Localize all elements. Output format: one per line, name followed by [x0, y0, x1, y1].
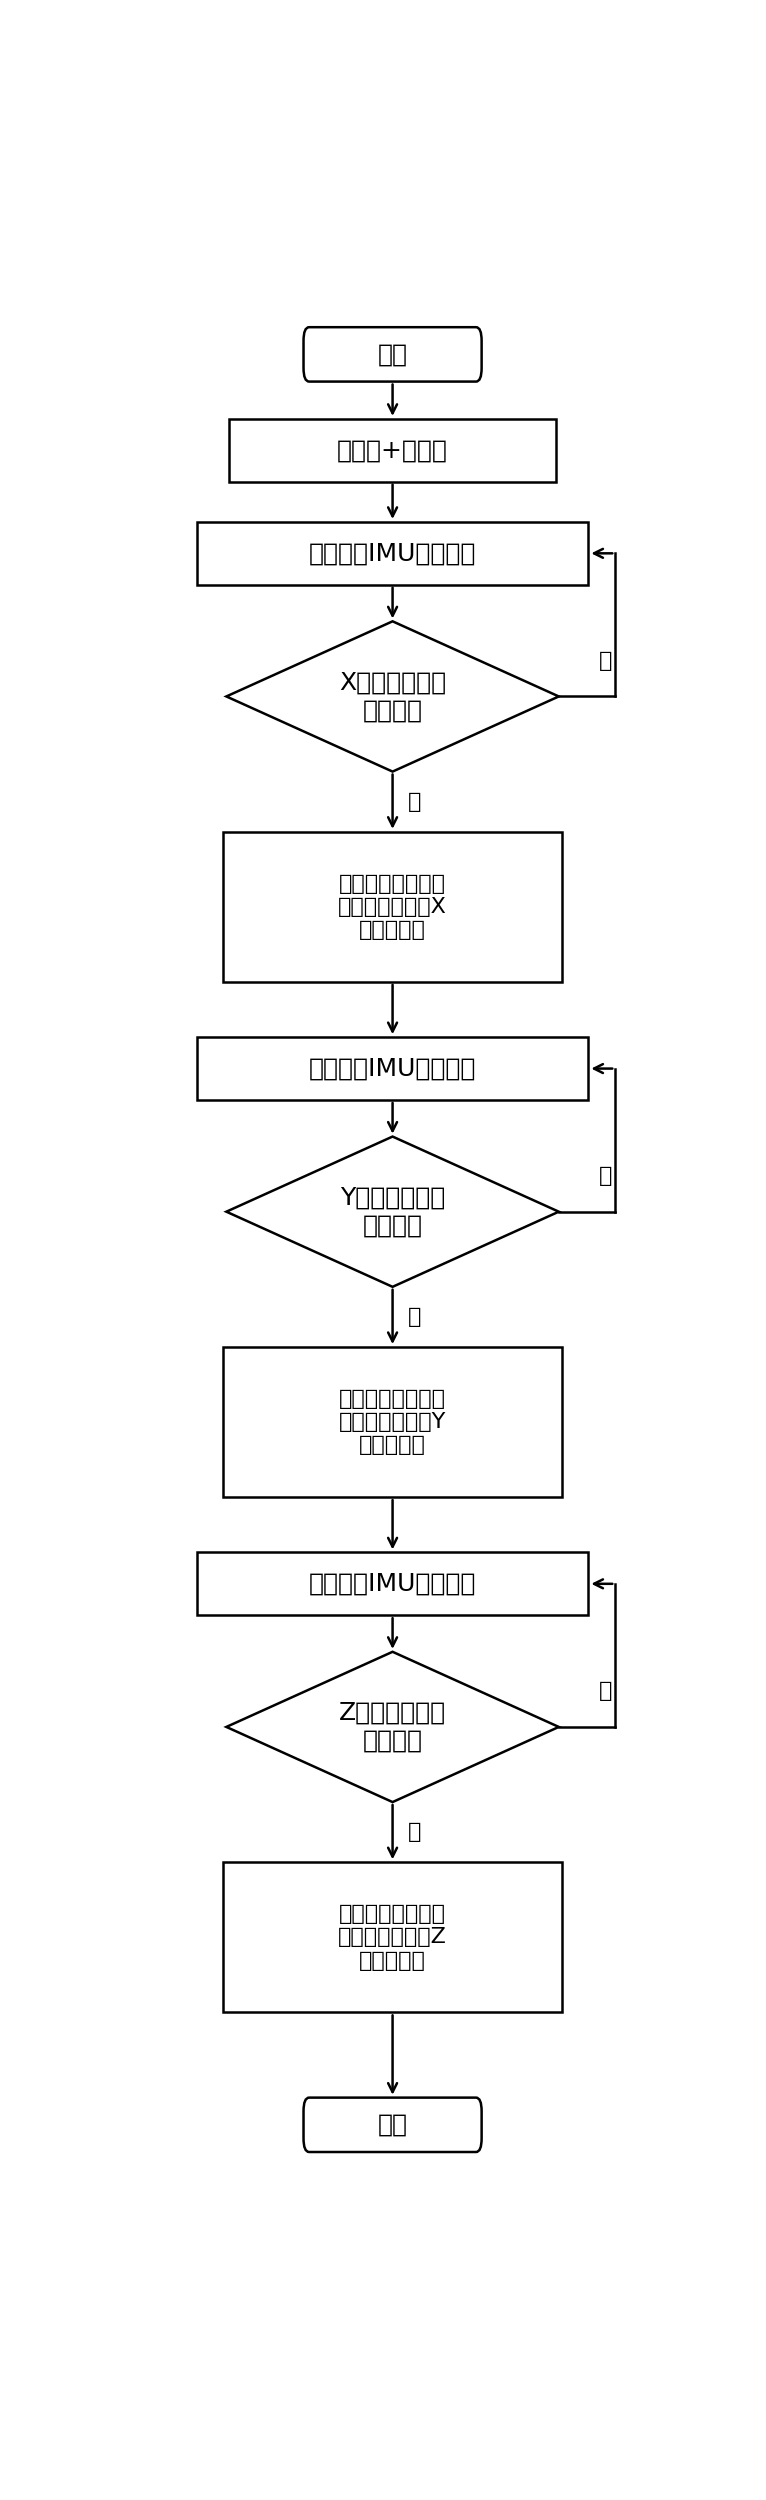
Text: 是: 是 [408, 792, 421, 812]
Text: 否: 否 [599, 650, 612, 670]
Text: 粗对准+精对准: 粗对准+精对准 [337, 438, 448, 462]
Text: Y陀螺指向天向
正向旋转: Y陀螺指向天向 正向旋转 [340, 1185, 445, 1238]
Text: X陀螺指向天向
正向旋转: X陀螺指向天向 正向旋转 [339, 670, 446, 722]
Text: 否: 否 [599, 1165, 612, 1185]
Bar [224, 1862, 561, 2013]
Bar [229, 420, 556, 482]
Text: 是: 是 [408, 1308, 421, 1328]
Bar [224, 1348, 561, 1497]
Text: 根据惯导输出方位
角计算补偿后的X
陀螺新标度: 根据惯导输出方位 角计算补偿后的X 陀螺新标度 [338, 872, 447, 940]
Text: 否: 否 [599, 1680, 612, 1700]
Text: 双轴旋转IMU位置控制: 双轴旋转IMU位置控制 [309, 542, 476, 565]
Text: 根据惯导输出方位
角计算补偿后的Z
陀螺新标度: 根据惯导输出方位 角计算补偿后的Z 陀螺新标度 [338, 1905, 447, 1970]
Text: 双轴旋转IMU位置控制: 双轴旋转IMU位置控制 [309, 1572, 476, 1595]
Text: Z陀螺指向天向
正向旋转: Z陀螺指向天向 正向旋转 [339, 1700, 446, 1752]
Bar [197, 1038, 588, 1100]
Polygon shape [227, 1138, 559, 1288]
FancyBboxPatch shape [303, 328, 482, 382]
Bar [197, 522, 588, 585]
Polygon shape [227, 1652, 559, 1802]
Text: 双轴旋转IMU位置控制: 双轴旋转IMU位置控制 [309, 1058, 476, 1080]
Bar [224, 832, 561, 982]
Text: 开始: 开始 [378, 342, 408, 367]
Polygon shape [227, 622, 559, 772]
Bar [197, 1552, 588, 1615]
Text: 结束: 结束 [378, 2112, 408, 2138]
Text: 根据惯导输出方位
角计算补偿后的Y
陀螺新标度: 根据惯导输出方位 角计算补偿后的Y 陀螺新标度 [339, 1390, 447, 1455]
FancyBboxPatch shape [303, 2098, 482, 2152]
Text: 是: 是 [408, 1822, 421, 1842]
